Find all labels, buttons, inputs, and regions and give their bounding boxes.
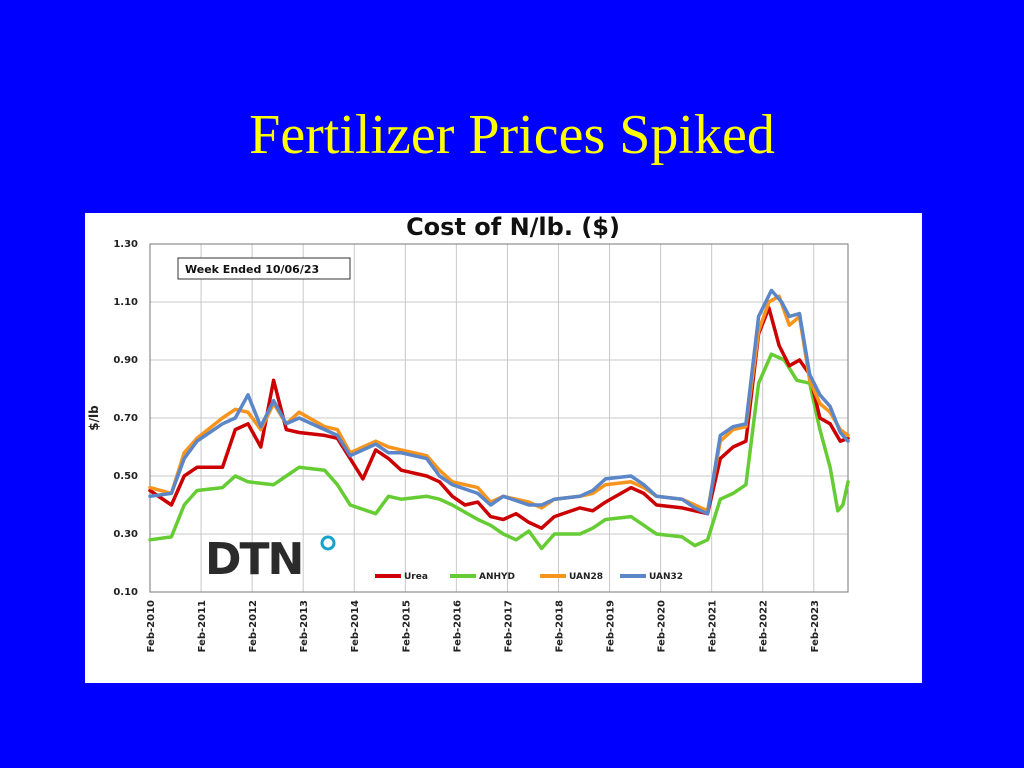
x-tick-label: Feb-2018 xyxy=(554,600,565,652)
logo-text: DTN xyxy=(205,534,302,585)
y-tick-label: 1.30 xyxy=(113,239,138,250)
y-axis-ticks: 1.30 1.10 0.90 0.70 0.50 0.30 0.10 xyxy=(113,239,138,598)
legend: Urea ANHYD UAN28 UAN32 xyxy=(375,572,683,582)
series-lines xyxy=(148,288,850,551)
legend-label: UAN28 xyxy=(569,572,603,582)
y-tick-label: 1.10 xyxy=(113,297,138,308)
slide-title: Fertilizer Prices Spiked xyxy=(249,104,775,166)
x-tick-label: Feb-2021 xyxy=(708,600,719,652)
legend-label: ANHYD xyxy=(479,572,515,582)
annotation-box: Week Ended 10/06/23 xyxy=(177,257,351,280)
y-tick-label: 0.70 xyxy=(113,413,138,424)
x-tick-label: Feb-2017 xyxy=(503,600,514,652)
legend-label: UAN32 xyxy=(649,572,683,582)
grid-lines xyxy=(149,243,848,593)
series-line-uan32 xyxy=(148,288,850,516)
x-tick-label: Feb-2012 xyxy=(248,600,259,652)
x-tick-label: Feb-2013 xyxy=(299,600,310,652)
y-tick-label: 0.50 xyxy=(113,471,138,482)
logo-mark-icon xyxy=(320,535,336,551)
x-tick-label: Feb-2015 xyxy=(401,600,412,652)
x-tick-label: Feb-2014 xyxy=(350,600,361,652)
x-axis-ticks: Feb-2010 Feb-2011 Feb-2012 Feb-2013 Feb-2014… xyxy=(146,600,821,652)
dtn-logo: DTN xyxy=(205,534,336,585)
x-tick-label: Feb-2023 xyxy=(810,600,821,652)
series-line-anhyd xyxy=(148,352,850,551)
y-tick-label: 0.10 xyxy=(113,587,138,598)
annotation-text: Week Ended 10/06/23 xyxy=(185,263,319,276)
series-line-uan28 xyxy=(148,294,850,513)
x-tick-label: Feb-2011 xyxy=(197,600,208,652)
x-tick-label: Feb-2016 xyxy=(452,600,463,652)
x-tick-label: Feb-2020 xyxy=(657,600,668,652)
plot-area-border xyxy=(149,243,849,593)
chart-panel: Cost of N/lb. ($) 1.30 1.10 0.90 0.70 0.50 0.… xyxy=(85,213,922,683)
y-tick-label: 0.90 xyxy=(113,355,138,366)
x-tick-label: Feb-2019 xyxy=(606,600,617,652)
legend-label: Urea xyxy=(404,572,428,582)
chart-svg: Cost of N/lb. ($) 1.30 1.10 0.90 0.70 0.50 0.… xyxy=(87,213,850,652)
chart-title: Cost of N/lb. ($) xyxy=(406,213,620,241)
x-tick-label: Feb-2022 xyxy=(759,600,770,652)
x-tick-label: Feb-2010 xyxy=(146,600,157,652)
y-tick-label: 0.30 xyxy=(113,529,138,540)
y-axis-label: $/lb xyxy=(87,405,101,431)
